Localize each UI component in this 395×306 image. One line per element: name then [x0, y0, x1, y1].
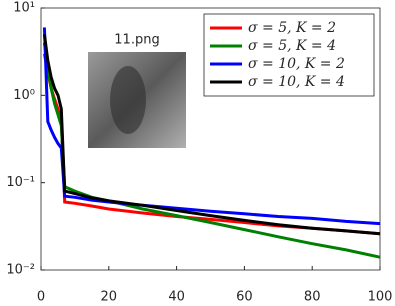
legend-label: σ = 5, K = 2	[248, 20, 336, 36]
y-tick-label: 10⁻²	[6, 263, 35, 278]
x-tick-label: 40	[168, 290, 185, 305]
inset-caption: 11.png	[114, 33, 159, 48]
legend-label: σ = 10, K = 2	[248, 56, 345, 72]
x-tick-label: 0	[37, 290, 45, 305]
x-tick-label: 80	[304, 290, 321, 305]
y-tick-label: 10⁰	[13, 88, 35, 103]
x-tick-label: 100	[368, 290, 393, 305]
y-tick-label: 10⁻¹	[6, 175, 35, 190]
y-tick-label: 10¹	[13, 1, 35, 16]
x-tick-label: 60	[236, 290, 253, 305]
x-tick-label: 20	[101, 290, 118, 305]
inset-figure	[110, 66, 146, 134]
series-line	[42, 27, 381, 226]
legend-label: σ = 5, K = 4	[248, 38, 336, 54]
legend-label: σ = 10, K = 4	[248, 74, 345, 90]
series-line	[42, 34, 381, 236]
